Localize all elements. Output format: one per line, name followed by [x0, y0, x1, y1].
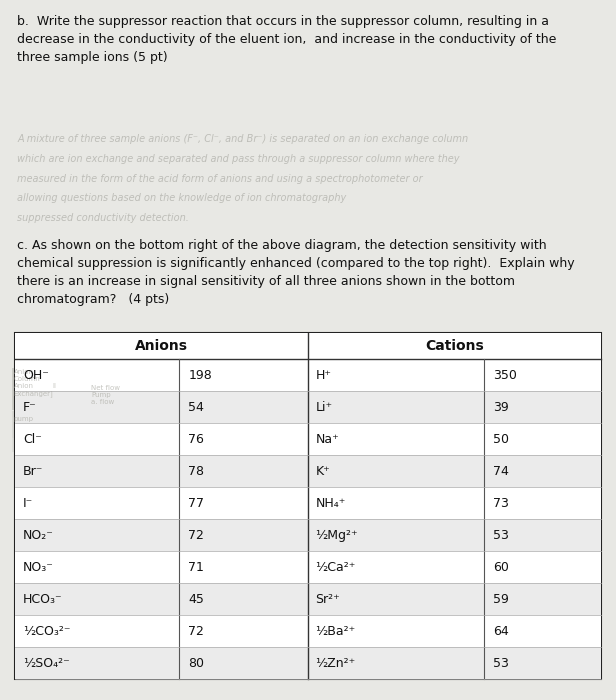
Text: Sr²⁺: Sr²⁺ [315, 592, 340, 606]
Text: 77: 77 [188, 496, 205, 510]
Bar [15, 423, 308, 455]
Text: 60: 60 [493, 561, 509, 573]
Bar [249, 370, 299, 399]
Text: ½CO₃²⁻: ½CO₃²⁻ [23, 624, 70, 638]
Bar [308, 583, 601, 615]
Text: Anions: Anions [135, 339, 188, 353]
Bar [15, 332, 601, 679]
Bar [15, 519, 308, 551]
Text: 45: 45 [188, 592, 205, 606]
Bar [15, 487, 308, 519]
Bar [52, 364, 71, 395]
Bar [15, 647, 308, 679]
Bar [308, 647, 601, 679]
Text: 71: 71 [188, 561, 205, 573]
Text: Cl⁻: Cl⁻ [23, 433, 42, 446]
Text: 53: 53 [493, 528, 509, 542]
Text: Li⁺: Li⁺ [315, 400, 333, 414]
Text: 54: 54 [188, 400, 205, 414]
Text: 198: 198 [188, 369, 213, 382]
Text: ½Ba²⁺: ½Ba²⁺ [315, 624, 355, 638]
Text: A mixture of three sample anions (F⁻, Cl⁻, and Br⁻) is separated on an ion excha: A mixture of three sample anions (F⁻, Cl… [17, 134, 468, 144]
Text: I⁻: I⁻ [23, 496, 33, 510]
Bar [15, 583, 308, 615]
Bar [12, 368, 51, 409]
Bar [12, 411, 49, 438]
Text: F⁻: F⁻ [23, 400, 36, 414]
Text: Anion
Column
Anion
Exchanger]: Anion Column Anion Exchanger] [14, 369, 54, 397]
Text: 76: 76 [188, 433, 205, 446]
Text: allowing questions based on the knowledge of ion chromatography: allowing questions based on the knowledg… [17, 193, 346, 203]
Text: 72: 72 [188, 624, 205, 638]
Bar [15, 332, 308, 359]
Text: 80: 80 [188, 657, 205, 669]
Text: NO₃⁻: NO₃⁻ [23, 561, 54, 573]
Bar [15, 455, 308, 487]
Text: 64: 64 [493, 624, 509, 638]
Text: OH⁻: OH⁻ [23, 369, 49, 382]
Text: II: II [52, 383, 56, 389]
Text: ½SO₄²⁻: ½SO₄²⁻ [23, 657, 70, 669]
Bar [71, 364, 86, 388]
Text: ½Ca²⁺: ½Ca²⁺ [315, 561, 356, 573]
Text: 72: 72 [188, 528, 205, 542]
Text: H⁺: H⁺ [315, 369, 331, 382]
Bar [302, 369, 351, 402]
Bar [308, 519, 601, 551]
Text: suppressed conductivity detection.: suppressed conductivity detection. [17, 213, 189, 223]
Text: Cations: Cations [425, 339, 484, 353]
Text: Net flow
Pump
a. flow: Net flow Pump a. flow [91, 385, 120, 405]
Text: pump: pump [14, 416, 33, 423]
Bar [12, 438, 59, 452]
Bar [308, 332, 601, 359]
Bar [308, 615, 601, 647]
Text: ½Mg²⁺: ½Mg²⁺ [315, 528, 358, 542]
Text: NO₂⁻: NO₂⁻ [23, 528, 54, 542]
Bar [308, 455, 601, 487]
Text: Na⁺: Na⁺ [315, 433, 339, 446]
Bar [15, 391, 308, 423]
Text: 78: 78 [188, 465, 205, 477]
Bar [308, 359, 601, 391]
Bar [15, 359, 308, 391]
Bar [308, 391, 601, 423]
Text: b.  Write the suppressor reaction that occurs in the suppressor column, resultin: b. Write the suppressor reaction that oc… [17, 15, 557, 64]
Text: HCO₃⁻: HCO₃⁻ [23, 592, 62, 606]
Bar [142, 372, 179, 393]
Text: which are ion exchange and separated and pass through a suppressor column where : which are ion exchange and separated and… [17, 154, 460, 164]
Text: ½Zn²⁺: ½Zn²⁺ [315, 657, 355, 669]
Text: K⁺: K⁺ [315, 465, 330, 477]
Text: 73: 73 [493, 496, 509, 510]
Text: Br⁻: Br⁻ [23, 465, 43, 477]
Bar [308, 423, 601, 455]
Text: 53: 53 [493, 657, 509, 669]
Bar [308, 487, 601, 519]
Text: 50: 50 [493, 433, 509, 446]
Bar [191, 371, 240, 409]
Bar [15, 615, 308, 647]
Text: 39: 39 [493, 400, 509, 414]
Text: 74: 74 [493, 465, 509, 477]
Text: measured in the form of the acid form of anions and using a spectrophotometer or: measured in the form of the acid form of… [17, 174, 423, 183]
Bar [15, 551, 308, 583]
Text: c. As shown on the bottom right of the above diagram, the detection sensitivity : c. As shown on the bottom right of the a… [17, 239, 575, 307]
Bar [308, 551, 601, 583]
Text: 59: 59 [493, 592, 509, 606]
Text: 350: 350 [493, 369, 517, 382]
Bar [89, 370, 132, 399]
Text: NH₄⁺: NH₄⁺ [315, 496, 346, 510]
